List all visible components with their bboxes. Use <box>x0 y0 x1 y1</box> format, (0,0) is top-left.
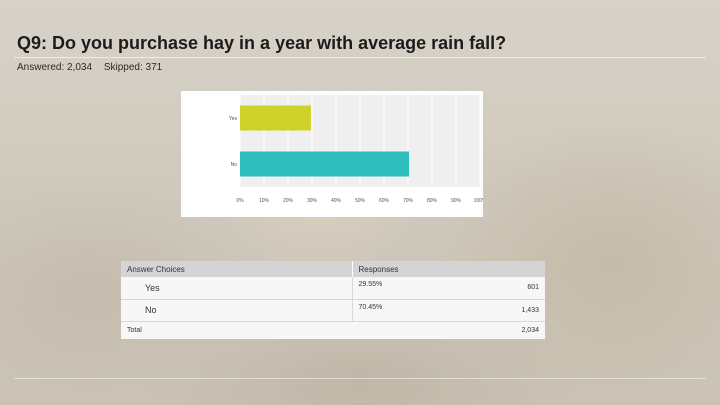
total-label: Total <box>127 326 142 334</box>
row-percent: 70.45% <box>351 299 472 321</box>
bar-chart-svg: 0% 10% 20% 30% 40% 50% 60% 70% 80% 90% 100% Yes No <box>229 95 483 204</box>
bar-yes <box>240 105 311 131</box>
table-total-row: Total 2,034 <box>121 321 545 339</box>
row-label: Yes <box>145 282 160 293</box>
bar-no <box>240 151 410 177</box>
answered-count: Answered: 2,034 <box>17 62 93 73</box>
footer-divider <box>14 378 706 379</box>
header-answer-choices: Answer Choices <box>127 264 185 274</box>
header-responses: Responses <box>351 261 545 277</box>
x-tick-label: 80% <box>427 198 438 204</box>
x-tick-label: 70% <box>403 198 414 204</box>
title-divider <box>14 57 706 58</box>
row-count: 1,433 <box>521 306 539 314</box>
x-tick-label: 10% <box>259 198 270 204</box>
table-header-row: Answer Choices Responses <box>121 261 545 277</box>
x-tick-label: 60% <box>379 198 390 204</box>
skipped-count: Skipped: 371 <box>103 62 163 73</box>
slide-title: Q9: Do you purchase hay in a year with a… <box>17 33 507 53</box>
table-row: Yes 29.55% 601 <box>121 277 545 299</box>
x-tick-label: 50% <box>355 198 366 204</box>
x-tick-label: 30% <box>307 198 318 204</box>
bar-chart: 0% 10% 20% 30% 40% 50% 60% 70% 80% 90% 100% Yes No <box>181 91 483 217</box>
row-label: No <box>145 305 157 315</box>
x-tick-label: 100% <box>474 198 483 204</box>
y-category-label: No <box>231 162 238 168</box>
table-row: No 70.45% 1,433 <box>121 299 545 321</box>
y-category-label: Yes <box>229 116 238 122</box>
responses-table: Answer Choices Responses Yes 29.55% 601 … <box>121 261 545 339</box>
x-tick-label: 90% <box>451 198 462 204</box>
x-tick-label: 20% <box>283 198 294 204</box>
row-percent: 29.55% <box>351 277 472 299</box>
response-summary: Answered: 2,034 Skipped: 371 <box>17 62 162 73</box>
x-tick-label: 40% <box>331 198 342 204</box>
row-count: 601 <box>527 284 539 292</box>
x-tick-label: 0% <box>236 198 244 204</box>
total-count: 2,034 <box>521 326 539 334</box>
